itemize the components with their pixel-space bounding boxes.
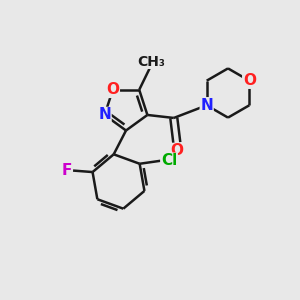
Text: CH₃: CH₃	[137, 55, 165, 69]
Text: O: O	[106, 82, 119, 97]
Text: N: N	[98, 107, 111, 122]
Text: O: O	[170, 143, 183, 158]
Text: Cl: Cl	[161, 153, 177, 168]
Text: N: N	[200, 98, 213, 113]
Text: F: F	[61, 163, 72, 178]
Text: O: O	[243, 73, 256, 88]
